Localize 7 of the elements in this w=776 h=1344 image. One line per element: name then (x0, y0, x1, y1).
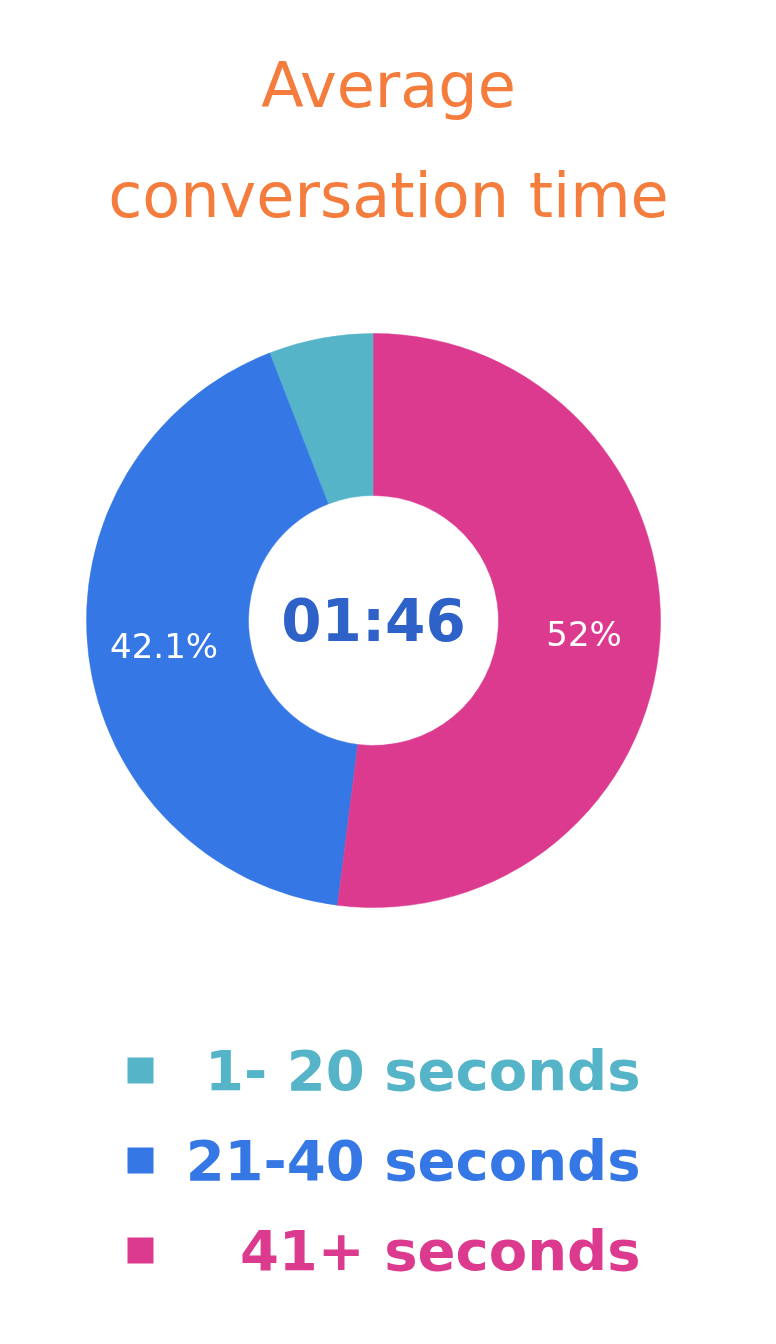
text: 01:46 (281, 586, 466, 655)
legend-label: 1- 20 seconds (205, 1038, 641, 1103)
chart-title: Average conversation time (108, 49, 669, 232)
data-label: 42.1% (110, 626, 219, 667)
legend-label: 41+ seconds (239, 1218, 641, 1283)
legend-label: 21-40 seconds (185, 1128, 641, 1193)
data-label: 52% (546, 613, 622, 654)
